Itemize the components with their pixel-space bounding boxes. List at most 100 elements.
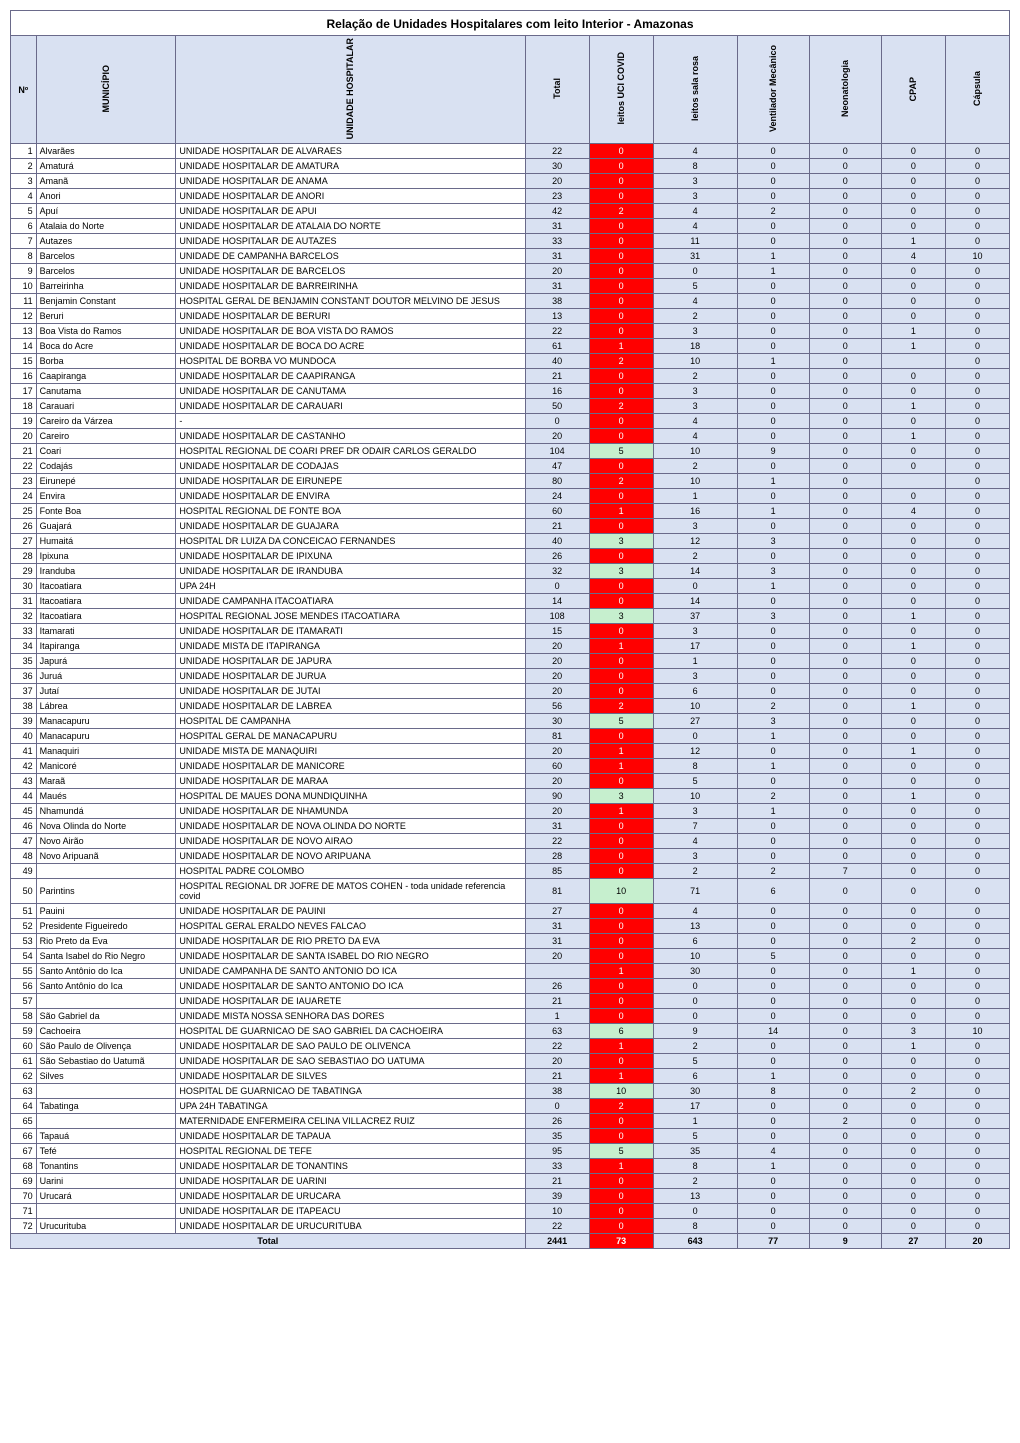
cell-unidade: UNIDADE HOSPITALAR DE SAO SEBASTIAO DO U… [176,1054,525,1069]
cell-cpap: 1 [881,234,945,249]
cell-total: 22 [525,324,589,339]
cell-unidade: UNIDADE HOSPITALAR DE IPIXUNA [176,549,525,564]
cell-cpap: 0 [881,774,945,789]
cell-rosa: 17 [653,639,737,654]
header-capsula: Cápsula [945,36,1009,144]
cell-neo: 0 [809,774,881,789]
cell-uci: 1 [589,1069,653,1084]
cell-rosa: 11 [653,234,737,249]
cell-unidade: UNIDADE HOSPITALAR DE NOVA OLINDA DO NOR… [176,819,525,834]
cell-vent: 0 [737,919,809,934]
cell-idx: 38 [11,699,37,714]
table-row: 47Novo AirãoUNIDADE HOSPITALAR DE NOVO A… [11,834,1010,849]
cell-neo: 0 [809,324,881,339]
cell-idx: 60 [11,1039,37,1054]
cell-rosa: 10 [653,789,737,804]
cell-uci: 1 [589,639,653,654]
cell-vent: 0 [737,519,809,534]
cell-caps: 0 [945,279,1009,294]
table-row: 37JutaíUNIDADE HOSPITALAR DE JUTAI200600… [11,684,1010,699]
table-row: 25Fonte BoaHOSPITAL REGIONAL DE FONTE BO… [11,504,1010,519]
cell-cpap: 0 [881,879,945,904]
cell-total: 15 [525,624,589,639]
cell-uci: 0 [589,174,653,189]
cell-rosa: 12 [653,534,737,549]
cell-total: 104 [525,444,589,459]
cell-caps: 10 [945,249,1009,264]
cell-rosa: 3 [653,174,737,189]
cell-rosa: 13 [653,919,737,934]
header-municipio: MUNICÍPIO [36,36,176,144]
cell-caps: 0 [945,684,1009,699]
total-vent: 77 [737,1234,809,1249]
cell-municipio: Carauari [36,399,176,414]
cell-unidade: UNIDADE HOSPITALAR DE EIRUNEPE [176,474,525,489]
cell-rosa: 14 [653,564,737,579]
cell-rosa: 30 [653,964,737,979]
cell-cpap: 0 [881,204,945,219]
cell-idx: 47 [11,834,37,849]
cell-uci: 0 [589,309,653,324]
cell-idx: 42 [11,759,37,774]
header-idx: Nº [11,36,37,144]
cell-caps: 0 [945,904,1009,919]
cell-caps: 0 [945,639,1009,654]
table-row: 26GuajaráUNIDADE HOSPITALAR DE GUAJARA21… [11,519,1010,534]
cell-idx: 1 [11,144,37,159]
cell-uci: 0 [589,249,653,264]
cell-total: 85 [525,864,589,879]
cell-neo: 0 [809,249,881,264]
cell-total: 31 [525,934,589,949]
table-row: 22CodajásUNIDADE HOSPITALAR DE CODAJAS47… [11,459,1010,474]
cell-vent: 0 [737,549,809,564]
cell-total: 42 [525,204,589,219]
cell-neo: 0 [809,919,881,934]
cell-municipio: Manicoré [36,759,176,774]
cell-uci: 2 [589,474,653,489]
cell-uci: 0 [589,654,653,669]
cell-caps: 0 [945,1084,1009,1099]
cell-unidade: UNIDADE HOSPITALAR DE SAO PAULO DE OLIVE… [176,1039,525,1054]
cell-cpap: 1 [881,789,945,804]
cell-municipio: Coari [36,444,176,459]
cell-vent: 1 [737,504,809,519]
cell-municipio: Presidente Figueiredo [36,919,176,934]
cell-caps: 0 [945,759,1009,774]
cell-uci: 0 [589,864,653,879]
cell-cpap: 0 [881,759,945,774]
table-row: 14Boca do AcreUNIDADE HOSPITALAR DE BOCA… [11,339,1010,354]
cell-total: 60 [525,504,589,519]
cell-unidade: HOSPITAL DE CAMPANHA [176,714,525,729]
table-row: 50ParintinsHOSPITAL REGIONAL DR JOFRE DE… [11,879,1010,904]
cell-idx: 46 [11,819,37,834]
cell-uci: 0 [589,904,653,919]
cell-total: 63 [525,1024,589,1039]
cell-idx: 51 [11,904,37,919]
cell-vent: 3 [737,534,809,549]
cell-cpap [881,354,945,369]
cell-municipio: Urucará [36,1189,176,1204]
cell-neo: 0 [809,339,881,354]
cell-idx: 33 [11,624,37,639]
cell-rosa: 35 [653,1144,737,1159]
cell-uci: 0 [589,219,653,234]
cell-cpap: 4 [881,504,945,519]
cell-uci: 0 [589,1054,653,1069]
cell-municipio: Silves [36,1069,176,1084]
cell-vent: 0 [737,144,809,159]
cell-municipio: Benjamin Constant [36,294,176,309]
cell-idx: 28 [11,549,37,564]
cell-cpap: 0 [881,804,945,819]
cell-cpap: 1 [881,744,945,759]
cell-total: 24 [525,489,589,504]
cell-municipio: Santa Isabel do Rio Negro [36,949,176,964]
cell-caps: 0 [945,1069,1009,1084]
cell-idx: 18 [11,399,37,414]
cell-idx: 6 [11,219,37,234]
cell-municipio: Alvarães [36,144,176,159]
cell-cpap: 0 [881,684,945,699]
cell-municipio: Boa Vista do Ramos [36,324,176,339]
cell-vent: 0 [737,1129,809,1144]
table-row: 10BarreirinhaUNIDADE HOSPITALAR DE BARRE… [11,279,1010,294]
cell-unidade: UNIDADE HOSPITALAR DE UARINI [176,1174,525,1189]
